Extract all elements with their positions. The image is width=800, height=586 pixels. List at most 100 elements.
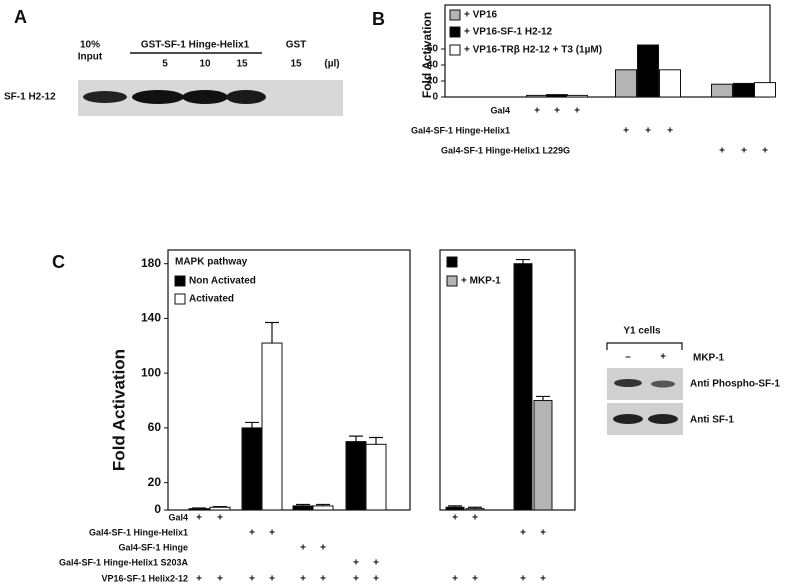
error-bar — [536, 395, 550, 401]
header: Input — [78, 52, 103, 63]
band — [226, 90, 266, 104]
bar — [711, 83, 733, 98]
error-bar — [349, 435, 363, 442]
sign: + — [269, 528, 275, 539]
sign: + — [249, 528, 255, 539]
legend-swatch — [446, 256, 458, 268]
bar — [261, 342, 283, 511]
error-bar — [192, 507, 206, 509]
volume: 15 — [236, 59, 248, 70]
legend-label: + VP16-TRβ H2-12 + T3 (1µM) — [464, 45, 602, 56]
header: GST-SF-1 Hinge-Helix1 — [141, 40, 250, 51]
row-label: Gal4 — [490, 105, 510, 115]
volume: 10 — [199, 59, 211, 70]
legend-swatch — [449, 44, 461, 56]
row-label: Gal4-SF-1 Hinge — [118, 542, 188, 552]
bar — [209, 506, 231, 511]
blot-title: Y1 cells — [623, 326, 661, 337]
bar — [659, 69, 681, 98]
bar — [445, 506, 465, 511]
bar — [733, 82, 755, 98]
sign: + — [353, 558, 359, 569]
sign: + — [452, 574, 458, 585]
sign: + — [574, 106, 580, 117]
legend-label: + VP16-SF-1 H2-12 — [464, 27, 553, 38]
legend-swatch — [174, 275, 186, 287]
sign: + — [269, 574, 275, 585]
panel-letter: C — [52, 252, 65, 272]
header: GST — [286, 40, 307, 51]
band — [613, 414, 643, 424]
sign: + — [472, 513, 478, 524]
bar — [345, 441, 367, 511]
y-tick-label: 0 — [154, 502, 161, 516]
sign: + — [645, 126, 651, 137]
bar — [365, 443, 387, 511]
sign: + — [217, 574, 223, 585]
legend-swatch — [449, 9, 461, 21]
band — [651, 380, 675, 388]
row-label: Anti SF-1 — [690, 415, 734, 426]
panel-letter: A — [14, 7, 27, 27]
row-label: Gal4-SF-1 Hinge-Helix1 — [411, 125, 510, 135]
y-tick-label: 60 — [148, 420, 162, 434]
error-bar — [448, 505, 462, 508]
legend-swatch — [446, 275, 458, 287]
unit: (µl) — [324, 59, 339, 70]
bar — [566, 94, 588, 98]
bracket — [606, 342, 683, 350]
band — [182, 90, 228, 104]
y-tick-label: 140 — [141, 311, 161, 325]
row-label: Gal4 — [168, 512, 188, 522]
row-label: Anti Phospho-SF-1 — [690, 379, 780, 390]
band — [648, 414, 678, 424]
sign: + — [762, 146, 768, 157]
band — [83, 91, 127, 103]
legend-swatch — [174, 293, 186, 305]
sign: + — [353, 574, 359, 585]
band — [132, 90, 184, 104]
sign: + — [320, 574, 326, 585]
y-tick-label: 0 — [432, 92, 438, 103]
sign: + — [472, 574, 478, 585]
y-tick-label: 20 — [148, 475, 162, 489]
error-bar — [265, 321, 279, 344]
legend-label: Non Activated — [189, 276, 256, 287]
plot-frame — [439, 249, 576, 511]
sign: + — [217, 513, 223, 524]
bar — [637, 44, 659, 98]
volume: 15 — [290, 59, 302, 70]
y-tick-label: 100 — [141, 365, 161, 379]
row-label: SF-1 H2-12 — [4, 92, 56, 103]
row-label: Gal4-SF-1 Hinge-Helix1 S203A — [59, 557, 189, 567]
sign: + — [452, 513, 458, 524]
bar — [754, 82, 776, 98]
sign: + — [373, 558, 379, 569]
sign: + — [554, 106, 560, 117]
plot-frame — [167, 249, 411, 511]
bar — [546, 94, 568, 98]
sign: + — [373, 574, 379, 585]
sign: – — [625, 352, 631, 363]
band — [614, 379, 642, 387]
bar — [533, 400, 553, 511]
bar — [513, 263, 533, 511]
error-bar — [213, 505, 227, 508]
sign: + — [741, 146, 747, 157]
sign: + — [196, 574, 202, 585]
row-label: VP16-SF-1 Helix2-12 — [101, 573, 188, 583]
sign: + — [300, 543, 306, 554]
bar — [312, 505, 334, 511]
sign: + — [534, 106, 540, 117]
y-tick-label: 20 — [427, 76, 439, 87]
legend-title: MAPK pathway — [175, 257, 248, 268]
bar — [615, 69, 637, 98]
plot-frame — [444, 4, 771, 98]
y-axis-label: Fold Activation — [109, 349, 128, 471]
bar — [292, 505, 314, 511]
sign: + — [667, 126, 673, 137]
row-label: Gal4-SF-1 Hinge-Helix1 — [89, 527, 188, 537]
bar — [465, 508, 485, 511]
y-tick-label: 40 — [427, 60, 439, 71]
